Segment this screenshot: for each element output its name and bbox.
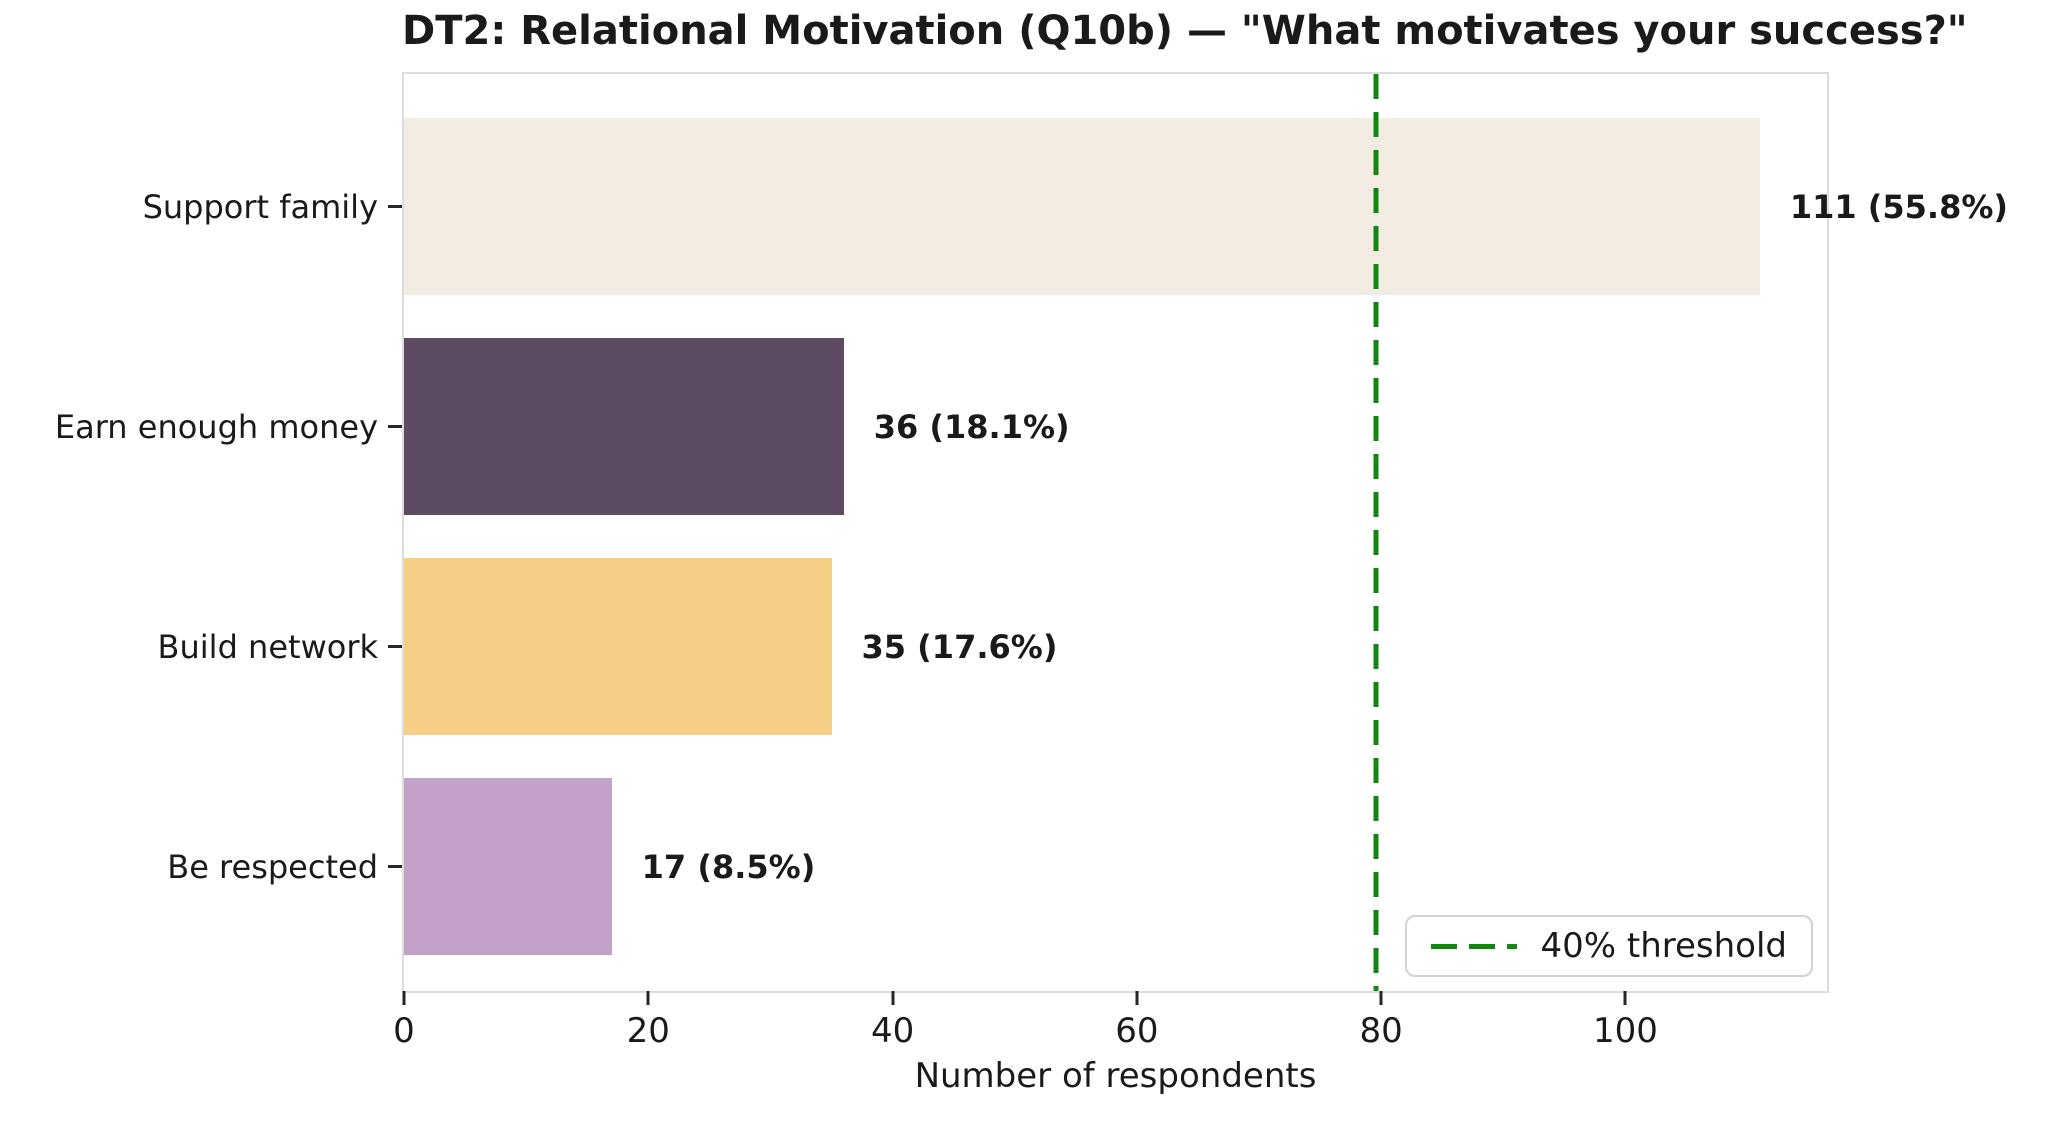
x-tick-label: 100 — [1593, 1011, 1658, 1051]
bar-support-family — [404, 118, 1760, 295]
x-tick-mark — [1379, 991, 1383, 1005]
y-tick-mark — [388, 645, 402, 648]
y-tick-label: Support family — [142, 187, 378, 226]
value-label: 17 (8.5%) — [641, 847, 816, 886]
value-label: 111 (55.8%) — [1789, 187, 2009, 226]
x-tick-mark — [1623, 991, 1627, 1005]
y-tick-label: Be respected — [167, 847, 378, 886]
x-tick-mark — [646, 991, 650, 1005]
value-label: 35 (17.6%) — [861, 627, 1058, 666]
bar-be-respected — [404, 778, 612, 955]
bar-earn-enough-money — [404, 338, 844, 515]
chart-title: DT2: Relational Motivation (Q10b) — "Wha… — [402, 8, 1968, 54]
threshold-legend-label: 40% threshold — [1540, 926, 1788, 966]
x-tick-mark — [1135, 991, 1139, 1005]
legend: 40% threshold — [1404, 915, 1813, 977]
y-tick-mark — [388, 205, 402, 208]
x-tick-label: 40 — [870, 1011, 915, 1051]
x-tick-label: 20 — [626, 1011, 670, 1051]
x-tick-mark — [402, 991, 406, 1005]
y-tick-label: Build network — [157, 627, 378, 666]
y-tick-label: Earn enough money — [54, 407, 378, 446]
x-tick-label: 80 — [1359, 1011, 1403, 1051]
x-tick-label: 0 — [393, 1011, 415, 1051]
bar-build-network — [404, 558, 832, 735]
threshold-legend-line-icon — [1430, 943, 1517, 949]
value-label: 36 (18.1%) — [873, 407, 1070, 446]
x-tick-mark — [891, 991, 895, 1005]
plot-area: 40% threshold 111 (55.8%) Support family 3… — [55, 72, 2008, 1051]
y-tick-mark — [388, 865, 402, 868]
x-tick-label: 60 — [1115, 1011, 1159, 1051]
x-axis-label: Number of respondents — [914, 1056, 1317, 1096]
threshold-line — [1373, 74, 1379, 991]
y-tick-mark — [388, 425, 402, 428]
